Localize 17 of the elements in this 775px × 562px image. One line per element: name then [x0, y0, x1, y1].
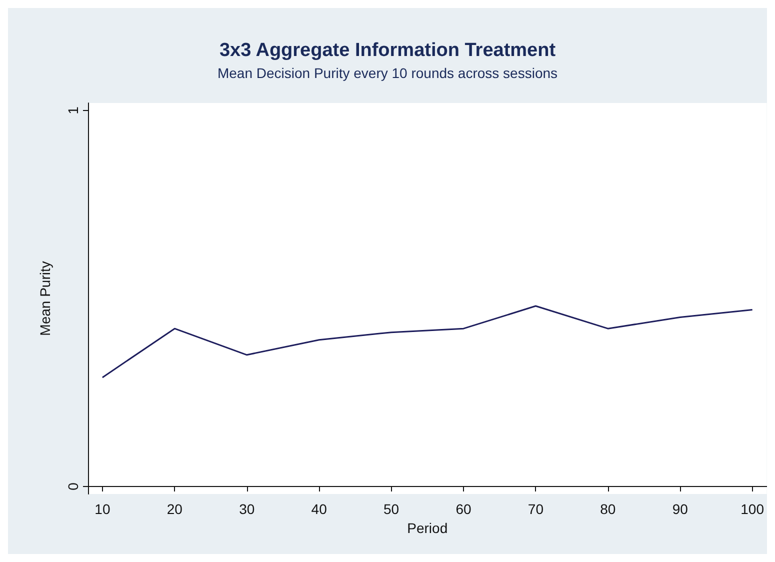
chart-subtitle: Mean Decision Purity every 10 rounds across sessions — [217, 65, 558, 81]
chart-title: 3x3 Aggregate Information Treatment — [219, 40, 556, 61]
y-tick-label: 1 — [65, 106, 81, 114]
x-tick-label: 80 — [600, 501, 616, 517]
x-tick-label: 20 — [166, 501, 183, 517]
x-tick-label: 100 — [740, 501, 764, 517]
x-tick-label: 30 — [239, 501, 255, 517]
y-axis-title: Mean Purity — [37, 261, 53, 336]
x-tick-label: 40 — [311, 501, 328, 517]
x-axis-title: Period — [407, 520, 448, 536]
line-series — [102, 305, 754, 378]
x-tick-label: 10 — [94, 501, 110, 517]
y-tick-label: 0 — [65, 482, 81, 490]
x-tick-label: 50 — [383, 501, 400, 517]
x-tick-label: 90 — [672, 501, 688, 517]
x-tick-label: 60 — [456, 501, 472, 517]
x-tick-label: 70 — [528, 501, 544, 517]
